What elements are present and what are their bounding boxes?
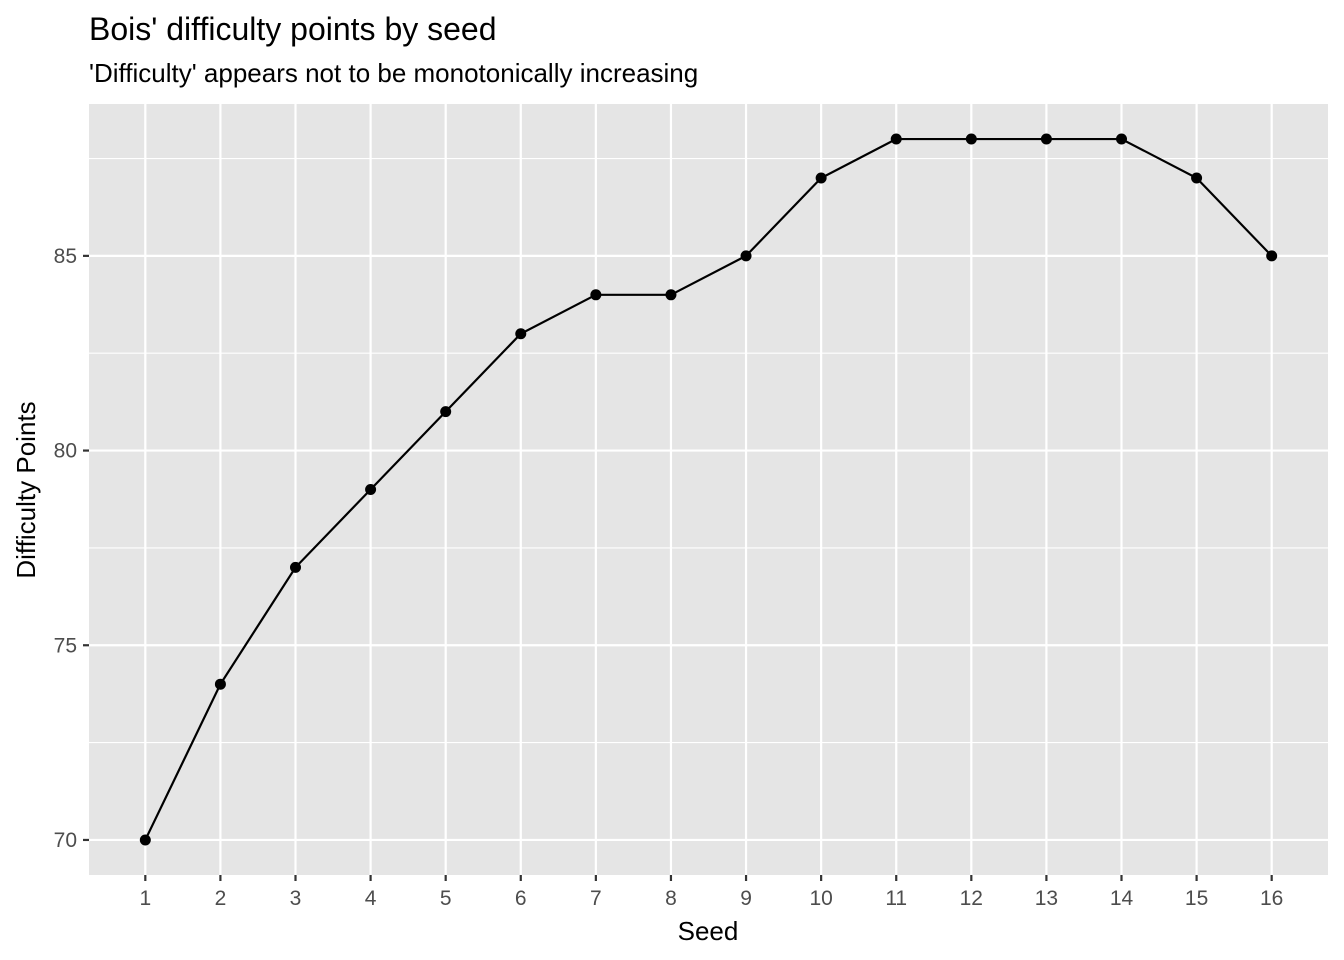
x-tick-label: 14 (1110, 887, 1134, 910)
series-difficulty (144, 137, 1273, 841)
y-axis-ticks: 70 75 80 85 (54, 245, 89, 852)
y-tick-label: 75 (54, 634, 77, 657)
x-tick-label: 5 (440, 887, 452, 910)
data-point (365, 484, 377, 495)
x-tick-label: 13 (1035, 887, 1058, 910)
x-axis-ticks: 1 2 3 4 5 6 7 8 9 10 11 12 13 14 15 16 (139, 875, 1283, 910)
y-tick-label: 80 (54, 440, 77, 463)
x-tick-label: 2 (215, 887, 227, 910)
series-line (144, 137, 1273, 841)
data-point (965, 133, 977, 145)
x-tick-label: 1 (139, 887, 151, 910)
x-tick-label: 4 (365, 887, 377, 910)
data-point (665, 289, 677, 301)
y-axis-title: Difficulty Points (11, 401, 41, 578)
data-point (590, 289, 602, 301)
plot-panel (89, 104, 1328, 875)
data-point (890, 133, 902, 145)
chart-title: Bois' difficulty points by seed (89, 11, 497, 47)
x-tick-label: 8 (665, 887, 677, 910)
x-tick-label: 11 (885, 887, 907, 910)
data-point (1040, 133, 1052, 145)
x-axis-title: Seed (678, 916, 739, 946)
data-point (515, 328, 527, 340)
x-tick-label: 3 (290, 887, 302, 910)
data-point (440, 406, 452, 418)
y-tick-label: 85 (54, 245, 77, 268)
data-point (1116, 133, 1127, 145)
data-point (815, 172, 827, 184)
x-tick-label: 10 (809, 887, 832, 910)
x-tick-label: 12 (960, 887, 983, 910)
data-point (290, 561, 301, 573)
data-point (139, 834, 151, 846)
data-point (1266, 250, 1278, 262)
data-points (139, 133, 1278, 846)
data-point (214, 678, 226, 690)
data-point (1191, 172, 1203, 184)
chart-subtitle: 'Difficulty' appears not to be monotonic… (89, 58, 698, 88)
x-tick-label: 15 (1185, 887, 1208, 910)
x-tick-label: 6 (515, 887, 527, 910)
major-gridlines (89, 104, 1328, 875)
x-tick-label: 16 (1260, 887, 1283, 910)
x-tick-label: 9 (740, 887, 752, 910)
y-tick-label: 70 (54, 829, 77, 852)
data-point (740, 250, 752, 262)
x-tick-label: 7 (590, 887, 602, 910)
